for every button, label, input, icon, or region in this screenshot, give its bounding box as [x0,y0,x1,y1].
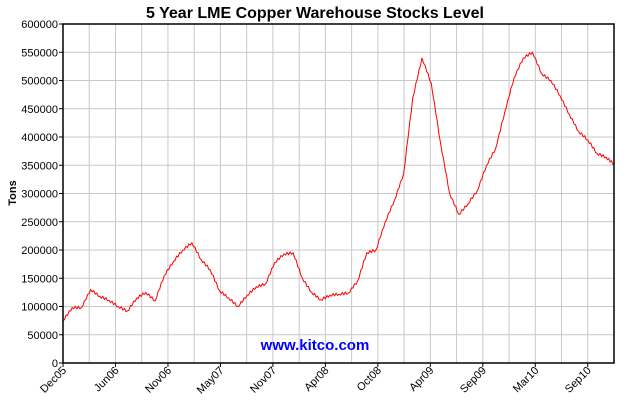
x-tick-label: May07 [195,365,227,397]
y-tick-label: 200000 [21,245,58,257]
x-tick-label: Sep10 [563,365,594,396]
x-tick-label: Nov07 [248,365,279,396]
y-axis-label: Tons [7,180,19,205]
plot-frame [62,23,615,364]
y-tick-label: 50000 [27,330,58,342]
y-tick-label: 100000 [21,302,58,314]
x-tick-label: Oct08 [355,365,384,394]
x-tick-label: Jun06 [92,365,122,395]
y-tick-label: 250000 [21,217,58,229]
x-tick-label: Nov06 [143,365,174,396]
chart-title: 5 Year LME Copper Warehouse Stocks Level [146,5,484,22]
watermark: www.kitco.com [260,337,370,354]
y-tick-label: 400000 [21,132,58,144]
grid [62,23,615,364]
x-tick-label: Sep09 [458,365,489,396]
y-tick-label: 150000 [21,273,58,285]
y-tick-label: 300000 [21,189,58,201]
y-tick-label: 450000 [21,104,58,116]
y-tick-label: 550000 [21,47,58,59]
y-tick-label: 600000 [21,19,58,31]
x-tick-label: Apr08 [302,365,331,394]
y-tick-label: 500000 [21,76,58,88]
series-line [62,51,615,322]
y-tick-label: 0 [52,358,58,370]
y-tick-label: 350000 [21,160,58,172]
y-axis: 0 50000 100000 150000 200000 250000 300000 3500… [21,19,63,370]
x-tick-label: Mar10 [511,365,542,396]
x-tick-label: Apr09 [407,365,436,394]
x-axis: Dec05 Jun06 Nov06 May07 Nov07 Apr08 Oct08 Apr09… [38,363,594,396]
